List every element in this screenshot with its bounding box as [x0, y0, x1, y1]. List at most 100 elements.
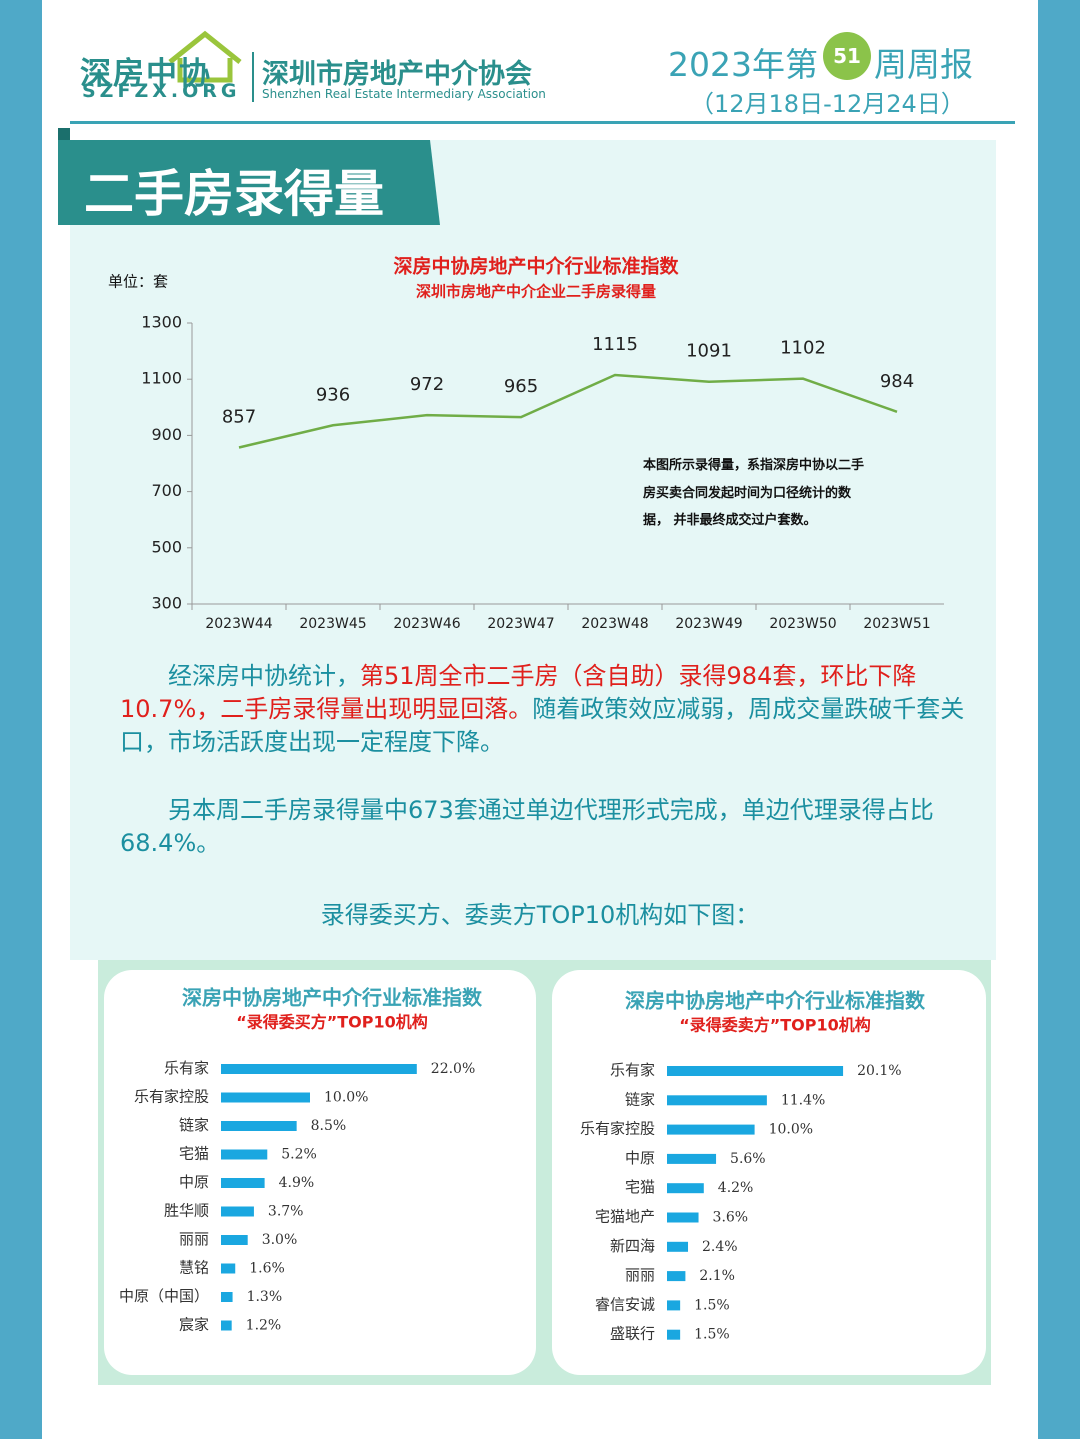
- x-tick-label: 2023W48: [581, 616, 648, 632]
- value-label: 22.0%: [431, 1061, 475, 1077]
- bar: [221, 1206, 254, 1217]
- paragraph: 另本周二手房录得量中673套通过单边代理形式完成，单边代理录得占比68.4%。: [120, 794, 972, 860]
- x-tick-label: 2023W47: [487, 616, 554, 632]
- data-label: 984: [880, 371, 914, 392]
- logo-cn: 深房中协: [80, 56, 212, 92]
- category-label: 乐有家: [164, 1059, 209, 1077]
- data-label: 857: [222, 406, 256, 427]
- content-bg: [70, 140, 996, 960]
- x-tick-label: 2023W49: [675, 616, 742, 632]
- chart-subtitle: “录得委买方”TOP10机构: [236, 1013, 428, 1032]
- bar: [221, 1121, 297, 1131]
- data-label: 1102: [780, 338, 826, 359]
- bar: [667, 1183, 704, 1194]
- category-label: 慧铭: [179, 1259, 209, 1277]
- bar: [667, 1124, 755, 1135]
- y-tick-label: 900: [151, 425, 182, 444]
- value-label: 5.6%: [730, 1151, 766, 1167]
- value-label: 1.6%: [249, 1261, 285, 1277]
- bar: [221, 1263, 236, 1274]
- data-label: 1091: [686, 341, 732, 362]
- section-title: 二手房录得量: [84, 165, 384, 223]
- org-cn: 深圳市房地产中介协会: [262, 59, 532, 90]
- paragraph: 经深房中协统计，第51周全市二手房（含自助）录得984套，环比下降10.7%，二…: [120, 660, 972, 759]
- chart-title: 深房中协房地产中介行业标准指数: [393, 255, 679, 278]
- category-label: 乐有家: [610, 1061, 655, 1079]
- category-label: 宅猫地产: [595, 1208, 655, 1226]
- bar: [221, 1178, 265, 1188]
- bar: [221, 1235, 248, 1245]
- week-number: 51: [833, 44, 861, 68]
- category-label: 宸家: [179, 1316, 209, 1334]
- value-label: 4.2%: [718, 1180, 754, 1196]
- bar: [221, 1292, 233, 1302]
- bar: [667, 1153, 717, 1164]
- header-divider: [252, 52, 254, 102]
- category-label: 宅猫: [179, 1145, 209, 1163]
- x-tick-label: 2023W44: [205, 616, 272, 632]
- value-label: 3.6%: [713, 1210, 749, 1226]
- logo-en: SZFZX.ORG: [82, 80, 241, 102]
- value-label: 3.7%: [268, 1204, 304, 1220]
- bar: [667, 1212, 699, 1223]
- y-tick-label: 300: [151, 594, 182, 613]
- x-tick-label: 2023W51: [863, 616, 930, 632]
- bar: [667, 1241, 689, 1252]
- bar: [667, 1329, 681, 1340]
- x-tick-label: 2023W46: [393, 616, 460, 632]
- bar: [221, 1092, 310, 1103]
- data-label: 936: [316, 384, 350, 405]
- y-tick-label: 700: [151, 481, 182, 500]
- y-tick-label: 1100: [141, 369, 182, 388]
- value-label: 1.5%: [694, 1327, 730, 1343]
- category-label: 乐有家控股: [134, 1088, 209, 1106]
- text-run: 经深房中协统计，: [168, 662, 360, 690]
- value-label: 4.9%: [279, 1175, 315, 1191]
- date-range: （12月18日-12月24日）: [690, 90, 965, 118]
- category-label: 新四海: [610, 1237, 655, 1255]
- value-label: 2.4%: [702, 1239, 738, 1255]
- bar: [667, 1095, 767, 1106]
- value-label: 2.1%: [699, 1268, 735, 1284]
- y-tick-label: 1300: [141, 313, 182, 332]
- chart-subtitle: “录得委卖方”TOP10机构: [679, 1016, 871, 1035]
- line-series: [238, 373, 898, 449]
- category-label: 睿信安诚: [595, 1295, 655, 1313]
- bar-panel: [104, 970, 536, 1375]
- data-label: 965: [504, 376, 538, 397]
- bar-panel: [552, 970, 986, 1375]
- org-en: Shenzhen Real Estate Intermediary Associ…: [262, 87, 546, 101]
- y-tick-label: 500: [151, 537, 182, 556]
- report-suffix: 周周报: [874, 45, 973, 84]
- value-label: 10.0%: [769, 1122, 813, 1138]
- bar: [221, 1320, 232, 1331]
- x-tick-label: 2023W50: [769, 616, 836, 632]
- category-label: 丽丽: [625, 1266, 655, 1284]
- bar: [221, 1149, 268, 1160]
- value-label: 1.5%: [694, 1297, 730, 1313]
- text-run: 另本周二手房录得量中673套通过单边代理形式完成，单边代理录得占比68.4%。: [120, 796, 934, 857]
- unit-label: 单位：套: [108, 273, 168, 291]
- value-label: 5.2%: [281, 1147, 317, 1163]
- data-label: 972: [410, 374, 444, 395]
- section-banner: [58, 140, 440, 225]
- x-tick-label: 2023W45: [299, 616, 366, 632]
- bar: [667, 1271, 686, 1282]
- value-label: 11.4%: [781, 1092, 825, 1108]
- category-label: 胜华顺: [164, 1202, 209, 1220]
- report-prefix: 2023年第: [668, 45, 818, 84]
- category-label: 盛联行: [610, 1325, 655, 1343]
- banner-fold: [58, 128, 70, 140]
- category-label: 乐有家控股: [580, 1120, 655, 1138]
- text-run: 随着政策效应减弱，周成交量跌破千套关口，市场活跃度出现一定程度下降。: [120, 695, 965, 756]
- value-label: 10.0%: [324, 1090, 368, 1106]
- logo-house: [168, 30, 242, 83]
- text-run: 第51周全市二手房（含自助）录得984套，环比下降10.7%，二手房录得量出现明…: [120, 662, 917, 723]
- category-label: 链家: [625, 1090, 655, 1108]
- category-label: 中原: [625, 1149, 655, 1167]
- data-label: 1115: [592, 334, 638, 355]
- category-label: 中原: [179, 1173, 209, 1191]
- bar: [667, 1300, 681, 1311]
- chart-annotation: 本图所示录得量，系指深房中协以二手房买卖合同发起时间为口径统计的数据， 并非最终…: [643, 458, 865, 528]
